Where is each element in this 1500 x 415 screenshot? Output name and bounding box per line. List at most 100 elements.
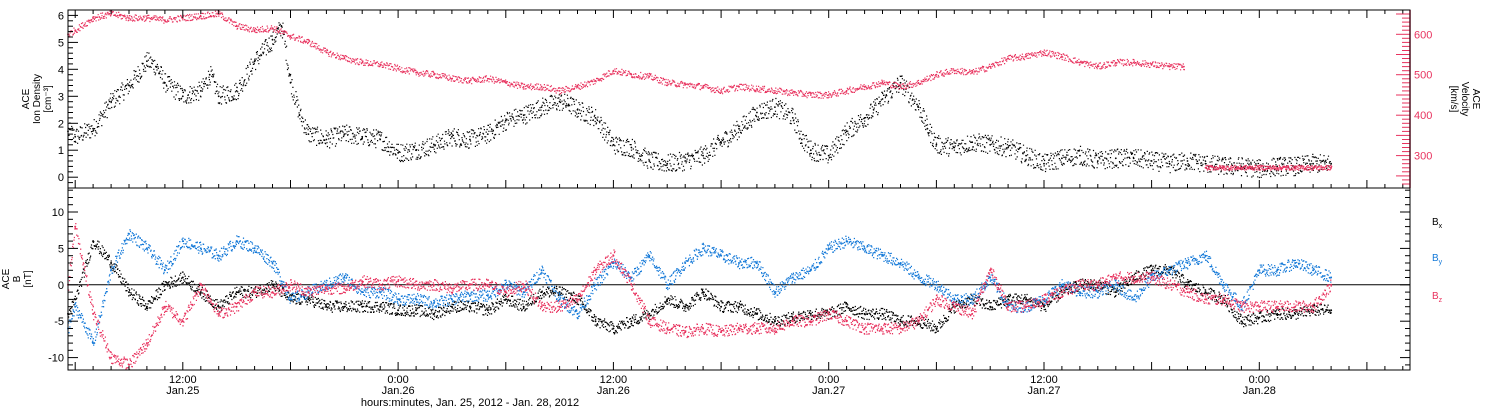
density-point	[146, 60, 148, 63]
x-tick-time-label: 12:00	[1030, 374, 1058, 386]
b-tick-label: -10	[48, 353, 64, 365]
bz-point	[773, 327, 776, 330]
velocity-point	[199, 15, 202, 17]
bz-point	[648, 320, 651, 323]
by-point	[128, 232, 130, 235]
bz-point	[433, 283, 435, 286]
bx-point	[74, 298, 77, 301]
velocity-point	[576, 86, 579, 88]
velocity-point	[522, 86, 525, 88]
by-point	[594, 283, 597, 286]
bz-point	[1276, 305, 1279, 308]
density-point	[612, 143, 615, 146]
velocity-point	[504, 81, 507, 84]
x-tick-time-label: 0:00	[1249, 374, 1270, 386]
by-point	[899, 262, 902, 264]
bz-point	[128, 363, 130, 366]
velocity-point	[666, 81, 669, 84]
by-point	[558, 298, 561, 301]
velocity-point	[684, 83, 687, 86]
bz-point	[504, 291, 507, 294]
density-point	[1150, 160, 1153, 162]
bz-point	[1025, 305, 1028, 308]
bz-point	[755, 327, 758, 330]
by-point	[576, 312, 579, 315]
bz-point	[702, 327, 705, 330]
bz-point	[881, 327, 884, 330]
bx-point	[217, 305, 220, 308]
bx-point	[163, 283, 166, 286]
x-tick-date-label: Jan.26	[382, 385, 415, 397]
by-point	[379, 291, 382, 294]
bx-point	[468, 305, 471, 308]
density-point	[298, 114, 301, 117]
bz-point	[1060, 291, 1063, 294]
bx-point	[720, 305, 723, 308]
density-point	[235, 90, 238, 92]
density-point	[1204, 162, 1207, 165]
density-tick-label: 4	[58, 64, 64, 76]
by-point	[755, 262, 758, 264]
velocity-axis-label-line: [km/s]	[1448, 86, 1459, 113]
velocity-point	[827, 94, 830, 96]
bx-point	[1043, 305, 1045, 308]
density-point	[164, 81, 166, 84]
by-point	[540, 269, 543, 272]
density-point	[558, 100, 561, 103]
bz-point	[1007, 305, 1010, 308]
bz-point	[415, 283, 418, 286]
bx-point	[630, 320, 633, 323]
velocity-point	[953, 69, 956, 72]
by-point	[110, 269, 113, 272]
legend-entry-bz: Bz	[1432, 291, 1443, 304]
density-point	[863, 117, 866, 119]
bz-point	[791, 320, 794, 323]
velocity-tick-label: 400	[1414, 110, 1432, 122]
density-point	[917, 106, 920, 108]
velocity-point	[235, 25, 238, 28]
bz-point	[289, 283, 292, 286]
bz-point	[92, 312, 95, 315]
density-point	[1312, 162, 1314, 165]
bx-point	[325, 305, 328, 308]
bx-point	[1186, 283, 1189, 286]
bx-point	[1204, 291, 1207, 294]
bx-point	[486, 309, 489, 312]
density-point	[217, 95, 220, 98]
density-point	[1079, 154, 1081, 157]
by-point	[217, 254, 220, 257]
bx-point	[397, 309, 400, 312]
by-point	[773, 291, 776, 294]
velocity-point	[881, 81, 884, 84]
density-point	[953, 146, 956, 149]
velocity-point	[809, 94, 812, 96]
velocity-point	[74, 29, 77, 32]
bz-point	[576, 298, 579, 301]
b-tick-label: 5	[58, 243, 64, 255]
density-point	[648, 160, 651, 162]
by-point	[917, 276, 920, 279]
density-point	[74, 135, 77, 138]
bz-point	[486, 283, 489, 286]
bz-point	[1132, 276, 1135, 279]
velocity-point	[343, 57, 346, 60]
density-point	[756, 111, 758, 114]
bz-point	[899, 327, 902, 330]
density-point	[280, 25, 283, 28]
bz-point	[809, 320, 812, 323]
by-point	[791, 276, 794, 279]
density-point	[809, 149, 812, 152]
density-point	[1114, 157, 1117, 160]
velocity-point	[128, 17, 130, 19]
density-point	[1186, 160, 1189, 162]
by-point	[648, 254, 651, 257]
density-point	[989, 143, 992, 146]
bz-point	[845, 320, 848, 323]
bx-point	[881, 312, 884, 315]
x-tick-date-label: Jan.28	[1243, 385, 1276, 397]
bx-point	[1330, 309, 1333, 312]
bz-point	[325, 287, 328, 290]
by-point	[1078, 291, 1081, 294]
velocity-point	[935, 73, 938, 76]
bx-point	[128, 291, 130, 294]
